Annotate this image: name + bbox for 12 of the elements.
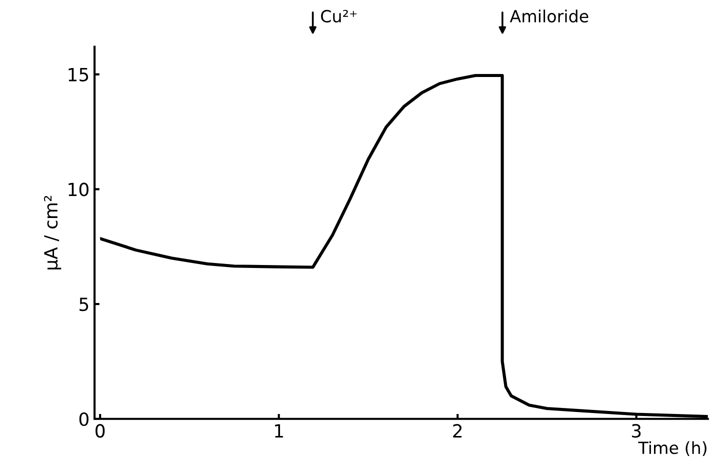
y-tick-label: 10 (68, 182, 88, 196)
x-axis-title: Time (h) (638, 441, 706, 456)
x-tick-label: 0 (96, 424, 105, 438)
x-tick-label: 3 (632, 424, 641, 438)
y-tick-label: 0 (79, 412, 88, 426)
x-tick-label: 2 (453, 424, 462, 438)
y-axis-title: μA / cm² (44, 196, 62, 270)
text: Amiloride (510, 10, 588, 22)
text: Cu²⁺ (321, 10, 357, 22)
x-tick-label: 1 (275, 424, 283, 438)
y-tick-label: 15 (68, 68, 88, 82)
y-tick-label: 5 (80, 298, 88, 312)
